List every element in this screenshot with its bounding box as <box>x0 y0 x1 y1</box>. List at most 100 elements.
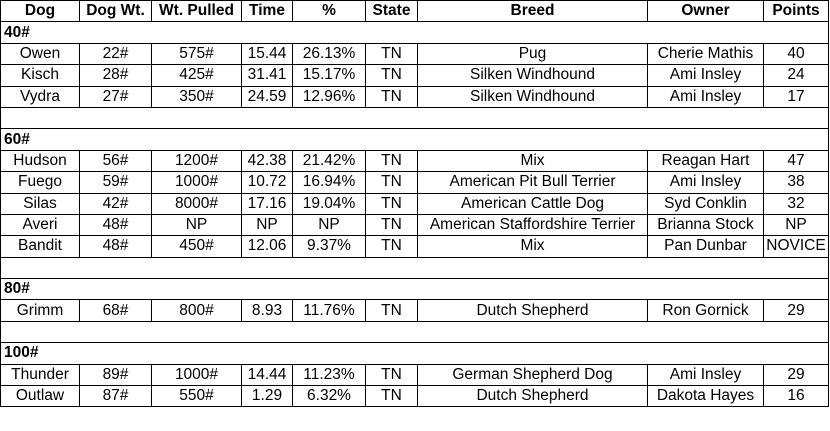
dog-cell: Averi <box>0 213 80 237</box>
breed-cell: German Shepherd Dog <box>417 363 648 387</box>
owner-cell: Ami Insley <box>647 64 764 87</box>
table-row: Owen 22# 575# 15.44 26.13% TN Pug Cherie Mathis… <box>0 42 829 66</box>
percent-cell: 12.96% <box>292 85 366 108</box>
weight-class-label: 100# <box>0 342 829 365</box>
weight-pulled-cell: 1200# <box>151 149 242 173</box>
dog-weight-cell: 27# <box>79 85 152 108</box>
weight-class-row: 60# <box>0 128 829 151</box>
time-cell: 8.93 <box>241 299 293 322</box>
percent-cell: 6.32% <box>292 385 366 408</box>
owner-cell: Ami Insley <box>647 171 764 194</box>
weight-pulled-cell: 8000# <box>151 192 242 215</box>
weight-pulled-cell: 350# <box>151 85 242 108</box>
dog-cell: Bandit <box>0 235 80 258</box>
table-row: Grimm 68# 800# 8.93 11.76% TN Dutch Shepherd Ro… <box>0 299 829 322</box>
dog-cell: Fuego <box>0 171 80 194</box>
state-cell: TN <box>365 64 418 87</box>
owner-cell: Cherie Mathis <box>647 42 764 66</box>
dog-weight-cell: 28# <box>79 64 152 87</box>
dog-weight-cell: 68# <box>79 299 152 322</box>
weight-class-label: 40# <box>0 21 829 44</box>
breed-cell: American Cattle Dog <box>417 192 648 215</box>
time-cell: 12.06 <box>241 235 293 258</box>
percent-cell: 19.04% <box>292 192 366 215</box>
dog-cell: Hudson <box>0 149 80 173</box>
points-cell: 40 <box>763 42 829 66</box>
percent-cell: 16.94% <box>292 171 366 194</box>
dog-weight-cell: 48# <box>79 213 152 237</box>
time-cell: 10.72 <box>241 171 293 194</box>
table-body: 40# Owen 22# 575# 15.44 26.13% TN Pug Cherie Mat… <box>0 21 829 408</box>
owner-cell: Pan Dunbar <box>647 235 764 258</box>
breed-cell: Silken Windhound <box>417 85 648 108</box>
table-row: Outlaw 87# 550# 1.29 6.32% TN Dutch Shepherd Da… <box>0 385 829 408</box>
table-row: Averi 48# NP NP NP TN American Staffordshire T… <box>0 213 829 237</box>
table-row: Silas 42# 8000# 17.16 19.04% TN American Cattl… <box>0 192 829 215</box>
state-cell: TN <box>365 85 418 108</box>
dog-cell: Vydra <box>0 85 80 108</box>
dog-cell: Owen <box>0 42 80 66</box>
spacer-row <box>0 320 829 344</box>
weight-class-row: 80# <box>0 278 829 301</box>
breed-cell: American Pit Bull Terrier <box>417 171 648 194</box>
results-table: Dog Dog Wt. Wt. Pulled Time % State Bree… <box>0 0 829 408</box>
weight-pulled-cell: 425# <box>151 64 242 87</box>
state-cell: TN <box>365 299 418 322</box>
time-cell: 15.44 <box>241 42 293 66</box>
weight-pulled-cell: 1000# <box>151 363 242 387</box>
breed-cell: Mix <box>417 149 648 173</box>
dog-cell: Kisch <box>0 64 80 87</box>
weight-pulled-cell: 1000# <box>151 171 242 194</box>
weight-pulled-cell: NP <box>151 213 242 237</box>
owner-cell: Reagan Hart <box>647 149 764 173</box>
breed-cell: Pug <box>417 42 648 66</box>
breed-cell: Silken Windhound <box>417 64 648 87</box>
weight-pulled-cell: 800# <box>151 299 242 322</box>
percent-cell: 11.76% <box>292 299 366 322</box>
state-cell: TN <box>365 192 418 215</box>
state-cell: TN <box>365 363 418 387</box>
owner-cell: Ami Insley <box>647 363 764 387</box>
points-cell: NP <box>763 213 829 237</box>
spacer-cell <box>0 320 829 344</box>
percent-cell: 9.37% <box>292 235 366 258</box>
breed-cell: Dutch Shepherd <box>417 385 648 408</box>
time-cell: 1.29 <box>241 385 293 408</box>
table-row: Thunder 89# 1000# 14.44 11.23% TN German Sheph… <box>0 363 829 387</box>
time-cell: 17.16 <box>241 192 293 215</box>
breed-cell: Dutch Shepherd <box>417 299 648 322</box>
owner-cell: Brianna Stock <box>647 213 764 237</box>
dog-weight-cell: 89# <box>79 363 152 387</box>
time-cell: 42.38 <box>241 149 293 173</box>
owner-cell: Ami Insley <box>647 85 764 108</box>
column-header-breed: Breed <box>417 0 648 23</box>
table-header: Dog Dog Wt. Wt. Pulled Time % State Bree… <box>0 0 829 23</box>
points-cell: 47 <box>763 149 829 173</box>
column-header-dog-weight: Dog Wt. <box>79 0 152 23</box>
dog-weight-cell: 59# <box>79 171 152 194</box>
column-header-dog: Dog <box>0 0 80 23</box>
state-cell: TN <box>365 213 418 237</box>
weight-class-row: 40# <box>0 21 829 44</box>
points-cell: 38 <box>763 171 829 194</box>
percent-cell: NP <box>292 213 366 237</box>
spacer-cell <box>0 256 829 280</box>
column-header-state: State <box>365 0 418 23</box>
owner-cell: Ron Gornick <box>647 299 764 322</box>
weight-pulled-cell: 575# <box>151 42 242 66</box>
percent-cell: 26.13% <box>292 42 366 66</box>
dog-weight-cell: 42# <box>79 192 152 215</box>
percent-cell: 11.23% <box>292 363 366 387</box>
owner-cell: Dakota Hayes <box>647 385 764 408</box>
spacer-cell <box>0 106 829 130</box>
column-header-percent: % <box>292 0 366 23</box>
column-header-time: Time <box>241 0 293 23</box>
dog-cell: Thunder <box>0 363 80 387</box>
weight-class-row: 100# <box>0 342 829 365</box>
points-cell: 17 <box>763 85 829 108</box>
points-cell: 32 <box>763 192 829 215</box>
column-header-owner: Owner <box>647 0 764 23</box>
time-cell: NP <box>241 213 293 237</box>
points-cell: 16 <box>763 385 829 408</box>
table-row: Vydra 27# 350# 24.59 12.96% TN Silken Windhoun… <box>0 85 829 108</box>
